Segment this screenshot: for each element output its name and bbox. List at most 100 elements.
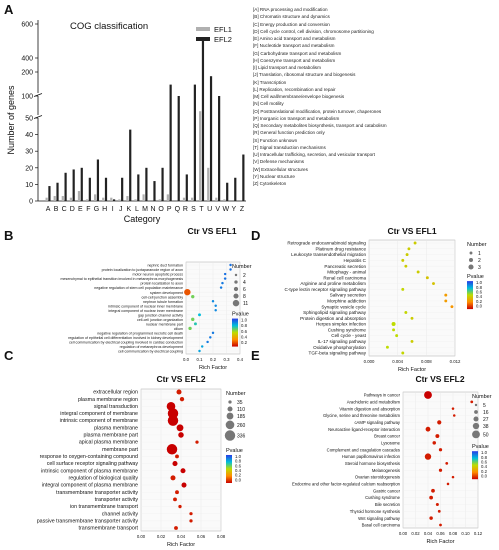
bar-efl2 — [209, 76, 213, 201]
y-tick-label-A: 600 — [21, 22, 33, 29]
data-point-C — [178, 504, 182, 509]
data-point-B — [200, 345, 204, 348]
bar-efl1 — [199, 111, 202, 201]
term-label-D: Leukocyte transendothelial migration — [291, 252, 366, 257]
data-point-E — [439, 523, 442, 527]
panel-letter-D: D — [251, 228, 260, 243]
color-bar-B — [232, 318, 238, 347]
data-point-B — [211, 331, 215, 335]
cog-legend-item: [E] Amino acid transport and metabolism — [253, 36, 336, 41]
term-label-E: Wnt signaling pathway — [358, 516, 401, 521]
color-legend-label-E: 0.4 — [481, 464, 488, 469]
color-legend-label-B: 0.2 — [241, 340, 248, 345]
x-tick-label-A: Z — [240, 206, 245, 213]
data-point-C — [195, 440, 199, 444]
bar-efl1 — [158, 199, 161, 201]
x-tick-label-E: 0.06 — [436, 531, 445, 536]
term-label-C: regulation of biological quality — [69, 475, 139, 481]
color-legend-label-E: 0.6 — [481, 460, 488, 465]
x-tick-label-B: 0.3 — [224, 357, 231, 362]
term-label-B: intrinsic component of nuclear inner mem… — [108, 304, 183, 308]
bar-efl2 — [121, 177, 124, 201]
size-legend-dot-E — [472, 422, 480, 430]
data-point-D — [391, 322, 396, 327]
size-legend-dot-B — [233, 286, 239, 292]
bar-efl2 — [153, 181, 156, 201]
color-legend-label-B: 0.6 — [241, 329, 248, 334]
term-label-C: integral component of plasma membrane — [42, 483, 138, 489]
x-tick-label-C: 0.06 — [197, 534, 206, 539]
data-point-D — [416, 270, 420, 274]
x-tick-label-D: 0.008 — [421, 359, 432, 364]
cog-legend-item: [K] Transcription — [253, 79, 287, 85]
y-tick-label-A: 40 — [25, 132, 33, 139]
term-label-E: Arachidonic acid metabolism — [347, 399, 401, 404]
data-point-C — [189, 512, 193, 516]
bar-efl1 — [142, 194, 145, 201]
data-point-E — [437, 509, 441, 513]
x-tick-label-C: 0.00 — [137, 534, 146, 539]
bar-efl2 — [201, 37, 205, 201]
data-point-B — [206, 340, 209, 344]
data-point-E — [470, 400, 474, 404]
term-label-E: Neuroactive ligand-receptor interaction — [328, 427, 401, 432]
term-label-E: Steroid hormone biosynthesis — [345, 461, 400, 466]
x-tick-label-A: F — [86, 206, 90, 213]
cog-legend-item: [I] Lipid transport and metabolism — [253, 65, 321, 70]
cog-legend-item: [U] Intracellular trafficking, secretion… — [253, 152, 375, 157]
term-label-D: Salivary secretion — [330, 293, 367, 298]
size-legend-label-C: 35 — [237, 400, 243, 406]
size-legend-label-B: 11 — [243, 301, 248, 307]
x-tick-label-D: 0.012 — [450, 359, 461, 364]
bar-efl1 — [53, 196, 56, 201]
data-point-C — [181, 482, 187, 488]
size-legend-label-D: 3 — [478, 265, 481, 271]
term-label-E: Gastric cancer — [373, 488, 401, 493]
bar-efl2 — [177, 96, 180, 201]
size-legend-dot-D — [469, 258, 473, 262]
legend-swatch-A — [196, 27, 210, 31]
color-legend-label-D: 1.0 — [476, 280, 483, 285]
bar-efl2 — [64, 172, 67, 201]
x-tick-label-A: I — [112, 206, 114, 213]
term-label-C: membrane part — [102, 447, 138, 453]
size-legend-label-B: 4 — [243, 280, 246, 286]
term-label-D: Mitophagy - animal — [327, 270, 366, 275]
x-tick-label-A: P — [167, 206, 172, 213]
x-tick-label-D: 0.004 — [392, 359, 403, 364]
bar-efl1 — [166, 194, 169, 201]
data-point-E — [431, 488, 435, 493]
term-label-B: negative regulation of stem cell populat… — [94, 286, 183, 290]
cog-legend-item: [V] Defense mechanisms — [253, 159, 305, 165]
term-label-E: cAMP signaling pathway — [354, 420, 400, 425]
data-point-B — [221, 281, 224, 285]
x-tick-label-A: A — [46, 206, 51, 213]
x-tick-label-B: 0.0 — [183, 357, 190, 362]
bar-efl1 — [69, 197, 72, 201]
size-legend-dot-C — [226, 412, 234, 420]
color-legend-label-B: 0.8 — [241, 323, 248, 328]
data-point-E — [438, 448, 443, 452]
size-legend-label-B: 2 — [243, 273, 246, 279]
data-point-C — [167, 415, 179, 426]
data-point-B — [198, 313, 201, 317]
bar-efl2 — [242, 154, 245, 201]
y-tick-label-A: 20 — [25, 165, 33, 172]
cog-legend-item: [H] Coenzyme transport and metabolism — [253, 57, 336, 63]
bar-efl2 — [169, 84, 172, 201]
data-point-D — [450, 305, 454, 309]
term-label-E: Breast cancer — [374, 434, 400, 439]
x-axis-title-D: Rich Factor — [398, 367, 426, 373]
x-tick-label-B: 0.1 — [197, 357, 204, 362]
x-tick-label-A: G — [94, 206, 99, 213]
x-tick-label-A: T — [199, 206, 204, 213]
bar-efl1 — [190, 197, 194, 201]
term-label-E: Glycine, serine and threonine metabolism — [323, 413, 401, 418]
size-legend-label-C: 336 — [237, 434, 246, 440]
cog-legend-item: [R] General function prediction only — [253, 130, 325, 136]
size-legend-label-C: 110 — [237, 407, 245, 413]
x-tick-label-A: E — [78, 206, 83, 213]
data-point-C — [175, 490, 179, 495]
bar-efl1 — [134, 199, 137, 201]
term-label-C: channel activity — [102, 511, 139, 517]
